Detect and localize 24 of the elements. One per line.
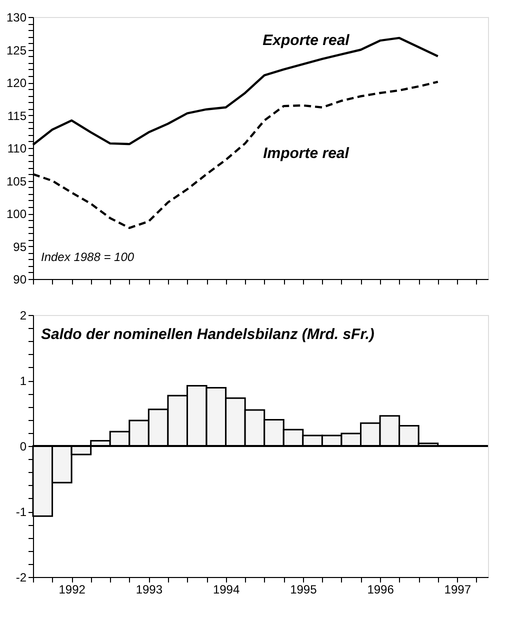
x-tick-label: 1995 (290, 582, 318, 596)
annotation: Index 1988 = 100 (41, 250, 134, 264)
x-tick-label: 1993 (136, 582, 163, 596)
series-label: Exporte real (262, 32, 350, 49)
x-tick-label: 1997 (444, 582, 472, 596)
y-tick-label: 90 (13, 272, 27, 286)
y-tick-label: 105 (6, 174, 27, 188)
y-tick-label: 95 (13, 240, 27, 254)
x-tick-label: 1994 (212, 582, 240, 596)
y-tick-label: 130 (6, 10, 27, 24)
y-tick-label: 0 (20, 440, 27, 454)
y-tick-label: 2 (20, 308, 27, 322)
series-label: Importe real (263, 145, 350, 162)
y-tick-label: -1 (16, 505, 27, 519)
x-tick-label: 1996 (367, 582, 394, 596)
y-tick-label: 115 (7, 108, 27, 123)
y-tick-label: 1 (20, 374, 27, 388)
text: Saldo der nominellen Handelsbilanz (Mrd. sFr.) (41, 326, 374, 343)
y-tick-label: 120 (6, 76, 27, 90)
x-tick-label: 1992 (58, 582, 86, 596)
y-tick-label: 110 (7, 142, 27, 156)
y-tick-label: 100 (6, 207, 27, 221)
y-tick-label: 125 (6, 43, 27, 58)
y-tick-label: -2 (16, 570, 27, 584)
